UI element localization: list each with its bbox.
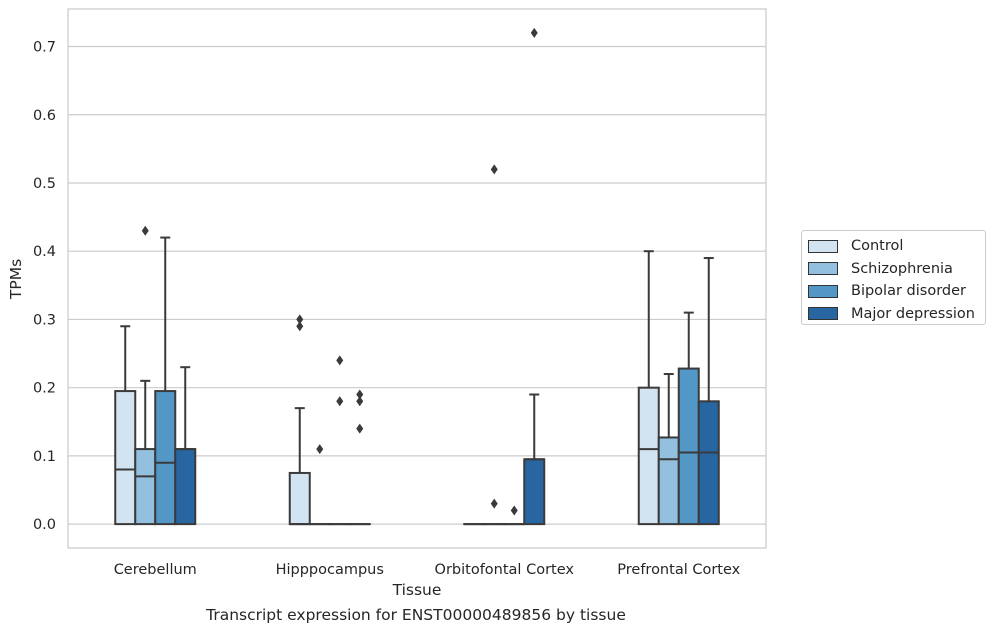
legend-item: Bipolar disorder bbox=[808, 280, 985, 303]
y-tick-label: 0.5 bbox=[33, 176, 56, 192]
box bbox=[174, 448, 197, 526]
y-tick-label: 0.6 bbox=[33, 108, 56, 124]
box bbox=[288, 471, 311, 526]
y-tick-label: 0.2 bbox=[33, 381, 56, 397]
legend-swatch-control bbox=[808, 239, 838, 253]
legend-swatch-bipolar-disorder bbox=[808, 284, 838, 298]
outlier-point bbox=[530, 27, 538, 38]
y-tick-label: 0.3 bbox=[33, 312, 56, 328]
plot-frame bbox=[67, 8, 767, 549]
outlier-point bbox=[356, 396, 364, 407]
x-tick-label: Hipppocampus bbox=[276, 562, 384, 578]
box-plots bbox=[114, 27, 720, 526]
x-tick-label: Prefrontal Cortex bbox=[617, 562, 740, 578]
y-tick-label: 0.1 bbox=[33, 449, 56, 465]
outlier-point bbox=[490, 498, 498, 509]
legend-item: Schizophrenia bbox=[808, 258, 985, 281]
y-tick-label: 0.0 bbox=[33, 517, 56, 533]
outlier-point bbox=[316, 444, 324, 455]
box bbox=[697, 400, 720, 526]
x-tick-label: Cerebellum bbox=[114, 562, 197, 578]
y-axis-label: TPMs bbox=[7, 259, 25, 300]
outlier-point bbox=[336, 396, 344, 407]
outlier-point bbox=[356, 389, 364, 400]
box bbox=[523, 458, 546, 526]
chart-caption: Transcript expression for ENST0000048985… bbox=[206, 606, 626, 624]
legend-label-bipolar-disorder: Bipolar disorder bbox=[851, 283, 966, 300]
outlier-point bbox=[296, 321, 304, 332]
outlier-point bbox=[336, 355, 344, 366]
box bbox=[154, 390, 177, 526]
outlier-point bbox=[490, 164, 498, 175]
x-axis-label: Tissue bbox=[392, 581, 442, 599]
legend-item: Control bbox=[808, 235, 985, 258]
legend-label-schizophrenia: Schizophrenia bbox=[851, 260, 953, 277]
y-tick-label: 0.4 bbox=[33, 244, 56, 260]
box bbox=[134, 448, 157, 526]
legend-label-control: Control bbox=[851, 238, 904, 255]
x-tick-labels: Cerebellum Hipppocampus Orbitofontal Corte… bbox=[114, 562, 741, 578]
y-tick-labels: 0.0 0.1 0.2 0.3 0.4 0.5 0.6 0.7 bbox=[33, 40, 56, 534]
outlier-point bbox=[296, 314, 304, 325]
box bbox=[114, 390, 137, 526]
legend-label-major-depression: Major depression bbox=[851, 305, 975, 322]
outlier-point bbox=[141, 225, 149, 236]
legend-swatch-major-depression bbox=[808, 307, 838, 321]
outlier-point bbox=[356, 423, 364, 434]
legend: Control Schizophrenia Bipolar disorder M… bbox=[801, 230, 986, 325]
box bbox=[637, 386, 660, 526]
legend-swatch-schizophrenia bbox=[808, 262, 838, 276]
outlier-point bbox=[510, 505, 518, 516]
box bbox=[677, 367, 700, 526]
legend-item: Major depression bbox=[808, 303, 985, 326]
box bbox=[657, 436, 680, 526]
y-tick-label: 0.7 bbox=[33, 40, 56, 56]
x-tick-label: Orbitofontal Cortex bbox=[435, 562, 575, 578]
